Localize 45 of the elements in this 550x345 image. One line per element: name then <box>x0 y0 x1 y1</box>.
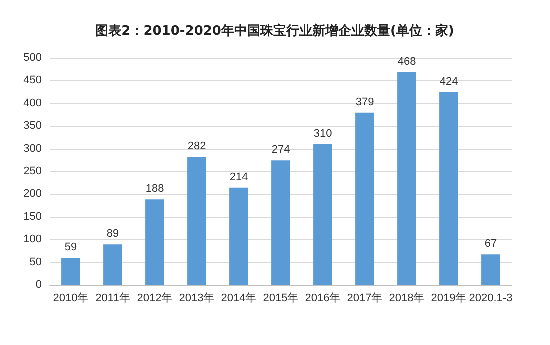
bar <box>104 244 122 285</box>
x-tick-label: 2016年 <box>305 292 341 304</box>
x-tick-label: 2017年 <box>347 292 383 304</box>
data-label: 310 <box>314 128 332 140</box>
bar <box>314 144 332 285</box>
x-tick-label: 2012年 <box>137 292 173 304</box>
data-label: 379 <box>356 96 374 108</box>
data-label: 214 <box>230 171 248 184</box>
y-tick-label: 200 <box>24 188 42 200</box>
bar <box>146 200 164 285</box>
y-tick-label: 150 <box>24 210 42 223</box>
x-tick-label: 2013年 <box>179 292 215 304</box>
y-tick-label: 350 <box>24 120 42 132</box>
x-tick-label: 2020.1-3 <box>469 292 513 304</box>
data-label: 67 <box>484 238 498 250</box>
data-label: 59 <box>64 242 78 254</box>
bar <box>62 258 80 285</box>
x-tick-label: 2018年 <box>389 292 425 304</box>
y-tick-label: 300 <box>24 142 42 155</box>
y-tick-label: 500 <box>24 52 42 64</box>
bar <box>440 92 458 285</box>
y-tick-label: 50 <box>30 256 42 268</box>
bar <box>272 160 290 285</box>
x-tick-label: 2019年 <box>431 292 467 304</box>
y-tick-label: 400 <box>24 97 42 110</box>
x-tick-label: 2011年 <box>96 292 130 304</box>
chart-title: 图表2：2010-2020年中国珠宝行业新增企业数量(单位：家) <box>96 23 454 39</box>
y-tick-label: 100 <box>24 234 42 246</box>
y-tick-label: 250 <box>24 166 42 178</box>
bar <box>356 112 374 285</box>
y-tick-label: 0 <box>36 279 42 291</box>
x-tick-label: 2015年 <box>263 292 299 304</box>
data-label: 89 <box>106 228 120 240</box>
data-label: 274 <box>272 144 290 156</box>
y-tick-label: 450 <box>24 74 42 87</box>
bar <box>230 188 248 285</box>
x-tick-label: 2010年 <box>53 292 89 304</box>
bar <box>188 156 206 285</box>
data-label: 282 <box>188 140 206 152</box>
bar <box>398 72 416 285</box>
data-label: 468 <box>398 56 416 68</box>
bar <box>482 254 500 285</box>
data-label: 188 <box>146 183 164 196</box>
data-label: 424 <box>440 76 458 88</box>
x-tick-label: 2014年 <box>221 292 257 304</box>
